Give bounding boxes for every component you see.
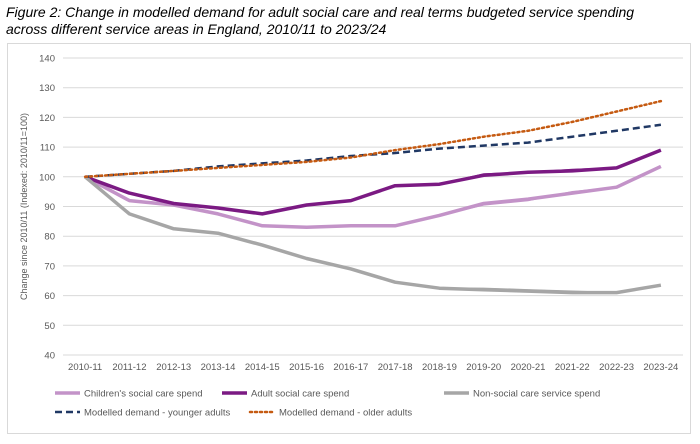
x-tick-label: 2019-20 — [466, 362, 501, 373]
y-tick-label: 60 — [44, 291, 55, 302]
x-tick-label: 2014-15 — [245, 362, 280, 373]
chart-frame — [7, 43, 691, 434]
x-tick-label: 2017-18 — [378, 362, 413, 373]
series-line-0 — [84, 164, 662, 230]
x-tick-label: 2012-13 — [156, 362, 191, 373]
figure-caption-line-2: across different service areas in Englan… — [6, 21, 387, 37]
x-tick-label: 2011-12 — [112, 362, 146, 373]
series-line-4 — [83, 99, 663, 179]
x-tick-label: 2022-23 — [599, 362, 634, 373]
figure-caption: Figure 2: Change in modelled demand for … — [6, 4, 696, 38]
y-tick-label: 80 — [44, 232, 55, 243]
legend-label: Modelled demand - younger adults — [84, 408, 231, 419]
series-line-3 — [85, 123, 662, 179]
x-tick-label: 2021-22 — [555, 362, 590, 373]
y-tick-label: 40 — [44, 351, 55, 362]
y-tick-label: 110 — [40, 143, 55, 154]
x-tick-label: 2010-11 — [68, 362, 102, 373]
y-tick-label: 120 — [39, 113, 55, 124]
legend-label: Modelled demand - older adults — [279, 408, 412, 419]
figure-caption-line-1: Figure 2: Change in modelled demand for … — [6, 4, 635, 20]
y-tick-label: 140 — [39, 54, 55, 65]
legend-label: Children's social care spend — [84, 389, 203, 400]
x-tick-label: 2020-21 — [511, 362, 546, 373]
legend-label: Non-social care service spend — [473, 389, 600, 400]
y-tick-label: 70 — [44, 261, 55, 272]
x-tick-label: 2018-19 — [422, 362, 457, 373]
x-tick-label: 2023-24 — [643, 362, 678, 373]
y-tick-label: 100 — [39, 172, 55, 183]
x-tick-label: 2013-14 — [201, 362, 236, 373]
y-tick-label: 90 — [44, 202, 55, 213]
series-line-2 — [83, 175, 662, 295]
series-line-1 — [84, 148, 662, 216]
y-tick-label: 50 — [44, 321, 55, 332]
y-axis-label: Change since 2010/11 (Indexed: 2010/11=1… — [19, 113, 29, 300]
x-tick-label: 2016-17 — [333, 362, 368, 373]
legend-label: Adult social care spend — [251, 389, 349, 400]
x-tick-label: 2015-16 — [289, 362, 324, 373]
y-tick-label: 130 — [39, 83, 55, 94]
